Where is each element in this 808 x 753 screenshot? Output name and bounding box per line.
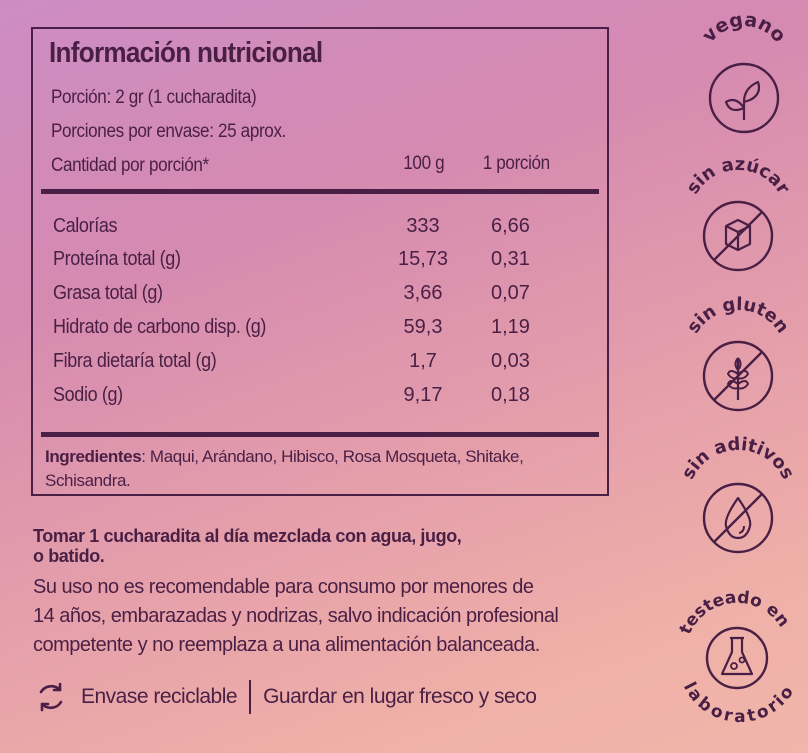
nutrition-facts-panel: Información nutricional Porción: 2 gr (1… (31, 27, 609, 496)
value-per-portion: 6,66 (491, 215, 530, 237)
warning-line: Su uso no es recomendable para consumo p… (33, 576, 534, 598)
badge-sin-aditivos: sin aditivos (676, 434, 798, 560)
ingredients: Ingredientes: Maqui, Arándano, Hibisco, … (45, 445, 585, 493)
value-per-100g: 9,17 (403, 384, 443, 406)
amount-per-serving-label: Cantidad por porción* (51, 155, 209, 176)
svg-text:vegano: vegano (698, 9, 790, 47)
badge-vegano: vegano (682, 9, 802, 138)
storage-footer: Envase reciclable Guardar en lugar fresc… (35, 680, 537, 714)
nutrient-row: Hidrato de carbono disp. (g) 59,3 1,19 (33, 316, 607, 348)
svg-text:sin gluten: sin gluten (683, 294, 793, 337)
drop-crossed-icon: sin aditivos (678, 434, 798, 554)
value-per-portion: 0,18 (491, 384, 530, 406)
wheat-crossed-icon: sin gluten (683, 294, 793, 412)
footer-separator (249, 680, 252, 714)
value-per-100g: 15,73 (397, 248, 449, 270)
badge-testeado-en-laboratorio: testeado en laboratorio (670, 588, 804, 727)
recycle-icon (35, 681, 67, 713)
nutrient-row: Grasa total (g) 3,66 0,07 (33, 282, 607, 314)
ingredients-list: : Maqui, Arándano, Hibisco, Rosa Mosquet… (45, 447, 524, 490)
nutrient-label: Hidrato de carbono disp. (g) (53, 316, 267, 338)
servings-per-container: Porciones por envase: 25 aprox. (51, 121, 287, 142)
svg-text:sin aditivos: sin aditivos (678, 434, 799, 483)
leaf-sprout-icon: vegano (698, 9, 790, 134)
nutrient-row: Sodio (g) 9,17 0,18 (33, 384, 607, 416)
nutrient-label: Fibra dietaría total (g) (53, 350, 217, 372)
value-per-100g: 1,7 (409, 350, 437, 372)
badge-sin-gluten: sin gluten (676, 294, 796, 420)
value-per-portion: 0,07 (491, 282, 530, 304)
nutrient-row: Calorías 333 6,66 (33, 215, 607, 247)
flask-icon: testeado en laboratorio (676, 588, 798, 727)
divider-bottom (41, 432, 599, 437)
svg-text:laboratorio: laboratorio (679, 679, 798, 727)
recyclable-label: Envase reciclable (81, 685, 238, 708)
usage-directions: Tomar 1 cucharadita al día mezclada con … (33, 526, 633, 566)
divider-top (41, 189, 599, 194)
svg-text:sin azúcar: sin azúcar (682, 154, 793, 198)
warning-line: competente y no reemplaza a una alimenta… (33, 634, 540, 656)
directions-line: Tomar 1 cucharadita al día mezclada con … (33, 526, 462, 546)
badge-sin-azucar: sin azúcar (676, 154, 796, 280)
nutrient-row: Proteína total (g) 15,73 0,31 (33, 248, 607, 280)
nutrient-label: Proteína total (g) (53, 248, 181, 270)
storage-label: Guardar en lugar fresco y seco (263, 685, 537, 708)
value-per-portion: 0,03 (491, 350, 530, 372)
value-per-100g: 333 (406, 215, 440, 237)
column-header-100g: 100 g (403, 153, 445, 174)
svg-text:testeado en: testeado en (676, 588, 794, 638)
serving-size: Porción: 2 gr (1 cucharadita) (51, 87, 257, 108)
nutrient-label: Grasa total (g) (53, 282, 163, 304)
ingredients-label: Ingredientes (45, 447, 142, 466)
nutrient-label: Sodio (g) (53, 384, 123, 406)
value-per-portion: 0,31 (491, 248, 530, 270)
value-per-100g: 3,66 (403, 282, 443, 304)
nutrient-row: Fibra dietaría total (g) 1,7 0,03 (33, 350, 607, 382)
warning-line: 14 años, embarazadas y nodrizas, salvo i… (33, 605, 559, 627)
usage-warning: Su uso no es recomendable para consumo p… (33, 573, 673, 660)
nutrition-title: Información nutricional (49, 37, 323, 69)
directions-line: o batido. (33, 546, 105, 566)
sugar-cube-crossed-icon: sin azúcar (682, 154, 794, 272)
nutrient-label: Calorías (53, 215, 118, 237)
value-per-100g: 59,3 (403, 316, 443, 338)
value-per-portion: 1,19 (491, 316, 530, 338)
column-header-portion: 1 porción (482, 153, 550, 174)
